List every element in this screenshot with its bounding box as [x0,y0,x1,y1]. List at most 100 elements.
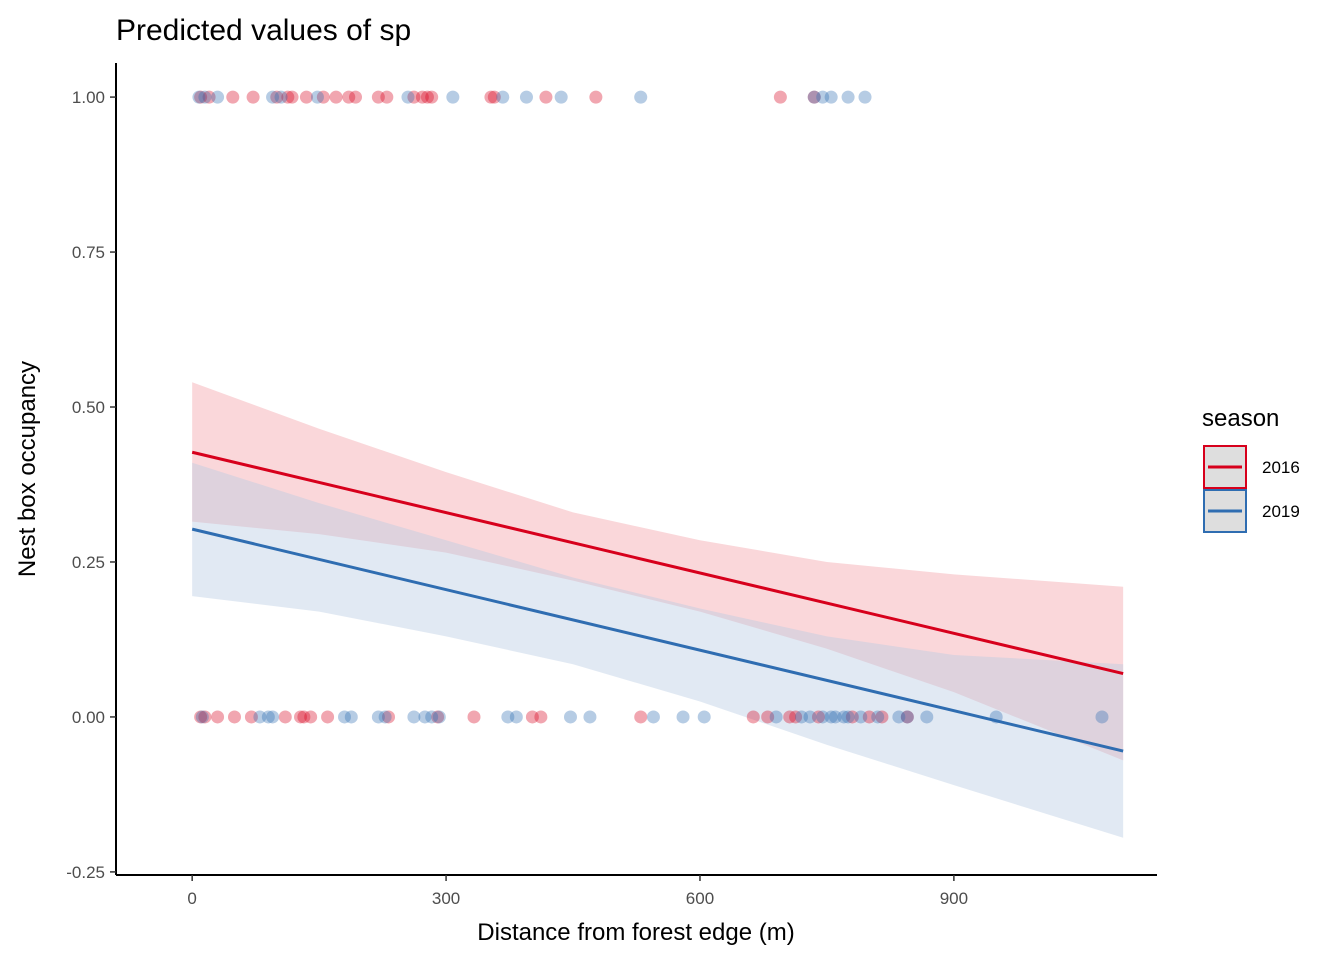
point-2019-empty-18 [697,710,711,724]
point-2016-occupied-8 [316,90,330,104]
point-2016-empty-24 [900,710,914,724]
point-2019-empty-19 [769,710,783,724]
point-2019-empty-6 [371,710,385,724]
data-points [192,90,1109,724]
y-tick-label-1: 0.00 [72,708,105,727]
point-2019-occupied-10 [554,90,568,104]
point-2016-empty-2 [211,710,225,724]
point-2016-occupied-5 [281,90,295,104]
point-2019-occupied-13 [816,90,830,104]
point-2016-empty-13 [525,710,539,724]
point-2019-occupied-16 [858,90,872,104]
point-2019-empty-33 [1095,710,1109,724]
point-2019-occupied-5 [310,90,324,104]
point-2019-empty-20 [795,710,809,724]
point-2019-empty-17 [676,710,690,724]
point-2016-occupied-16 [420,90,434,104]
point-2016-empty-18 [783,710,797,724]
point-2016-occupied-21 [589,90,603,104]
point-2019-occupied-0 [192,90,206,104]
point-2016-empty-21 [845,710,859,724]
point-2016-empty-23 [875,710,889,724]
point-2019-empty-15 [583,710,597,724]
point-2019-occupied-8 [496,90,510,104]
point-2019-empty-16 [646,710,660,724]
point-2019-empty-31 [920,710,934,724]
y-tick-label-2: 0.25 [72,553,105,572]
point-2019-empty-2 [261,710,275,724]
legend-label-2016: 2016 [1262,458,1300,477]
prediction-line-2016 [191,450,1124,676]
point-2019-empty-9 [418,710,432,724]
point-2016-empty-12 [467,710,481,724]
point-2019-empty-10 [425,710,439,724]
y-tick-label-0: -0.25 [66,863,105,882]
point-2019-occupied-11 [634,90,648,104]
point-2016-empty-11 [431,710,445,724]
point-2016-occupied-13 [380,90,394,104]
point-2016-empty-1 [198,710,212,724]
point-2016-occupied-14 [407,90,421,104]
point-2019-empty-29 [892,710,906,724]
point-2016-occupied-6 [285,90,299,104]
chart-title: Predicted values of sp [116,14,411,47]
point-2016-empty-3 [227,710,241,724]
point-2016-occupied-23 [807,90,821,104]
point-2016-empty-14 [534,710,548,724]
point-2019-occupied-6 [401,90,415,104]
y-axis-ticks: -0.25 0.00 0.25 0.50 0.75 1.00 [66,88,116,882]
y-tick-label-3: 0.50 [72,398,105,417]
point-2019-empty-24 [828,710,842,724]
legend: season 2016 2019 [1202,405,1300,533]
point-2016-occupied-9 [329,90,343,104]
point-2016-occupied-10 [342,90,356,104]
ci-band-2016 [192,382,1124,761]
x-axis-ticks: 0 300 600 900 [187,875,968,908]
point-2019-empty-11 [432,710,446,724]
point-2016-empty-10 [382,710,396,724]
point-2016-empty-16 [746,710,760,724]
point-2019-occupied-1 [198,90,212,104]
point-2016-empty-0 [194,710,208,724]
point-2019-empty-4 [338,710,352,724]
point-2016-empty-22 [862,710,876,724]
point-2016-occupied-17 [425,90,439,104]
point-2016-occupied-3 [246,90,260,104]
point-2016-occupied-2 [226,90,240,104]
point-2016-occupied-7 [299,90,313,104]
point-2016-empty-19 [789,710,803,724]
x-tick-label-0: 0 [187,889,196,908]
point-2019-empty-28 [871,710,885,724]
point-2016-occupied-4 [270,90,284,104]
legend-label-2019: 2019 [1262,502,1300,521]
point-2019-empty-1 [253,710,267,724]
point-2016-empty-6 [294,710,308,724]
point-2019-empty-25 [837,710,851,724]
point-2016-occupied-11 [349,90,363,104]
point-2019-empty-5 [344,710,358,724]
point-2019-empty-14 [563,710,577,724]
point-2019-occupied-14 [824,90,838,104]
point-2019-empty-8 [407,710,421,724]
point-2016-occupied-19 [487,90,501,104]
confidence-bands [192,382,1124,838]
point-2016-occupied-12 [371,90,385,104]
ci-band-2019 [192,462,1124,838]
point-2019-occupied-4 [274,90,288,104]
point-2019-empty-22 [816,710,830,724]
x-tick-label-3: 900 [940,889,968,908]
point-2016-empty-8 [304,710,318,724]
y-tick-label-5: 1.00 [72,88,105,107]
point-2019-occupied-2 [211,90,225,104]
point-2019-empty-0 [195,710,209,724]
point-2016-occupied-18 [484,90,498,104]
point-2016-empty-5 [278,710,292,724]
x-tick-label-1: 300 [432,889,460,908]
point-2019-empty-23 [824,710,838,724]
y-axis-title: Nest box occupancy [14,361,41,577]
point-2016-occupied-15 [415,90,429,104]
point-2019-empty-30 [900,710,914,724]
point-2016-occupied-0 [194,90,208,104]
point-2016-occupied-20 [539,90,553,104]
point-2019-occupied-15 [841,90,855,104]
